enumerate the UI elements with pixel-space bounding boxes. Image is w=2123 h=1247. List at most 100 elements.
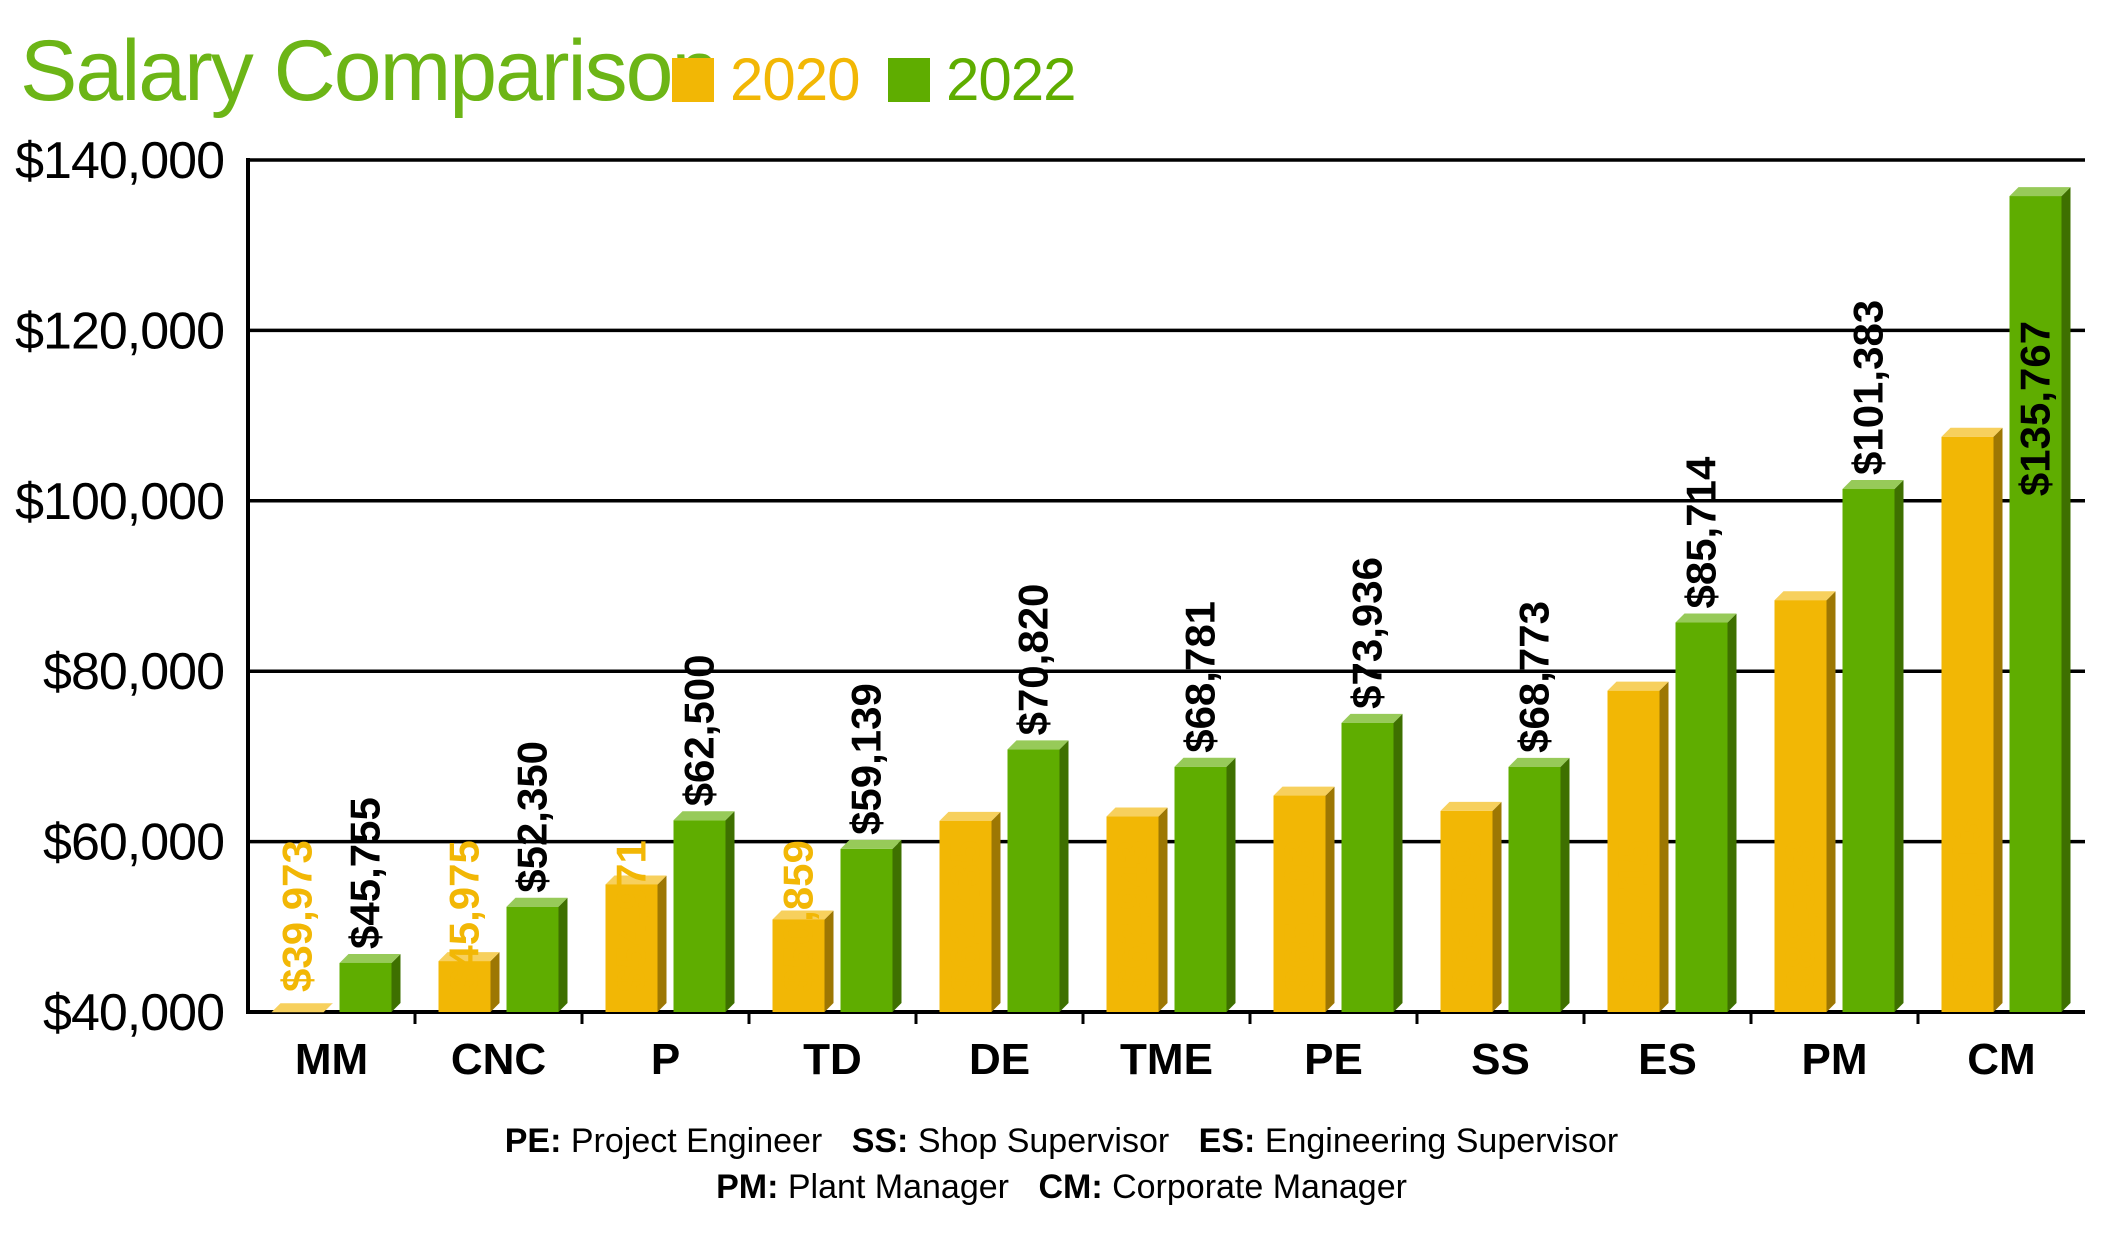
data-label-2022: $45,755 — [342, 797, 389, 949]
bar-side-2020 — [1659, 681, 1669, 1012]
bar-2020 — [605, 884, 658, 1012]
x-tick-label: TD — [803, 1035, 862, 1084]
bar-2022 — [1174, 766, 1227, 1012]
footnote-item: SS: Shop Supervisor — [852, 1122, 1170, 1160]
data-label-2022: $85,714 — [1678, 456, 1725, 608]
legend-label-2020: 2020 — [730, 46, 859, 113]
x-tick-label: CM — [1967, 1035, 2035, 1084]
bar-top-2022 — [1842, 480, 1904, 490]
data-label-2020: $50,859 — [775, 840, 822, 992]
bar-top-2022 — [1341, 713, 1403, 723]
bar-side-2022 — [1894, 480, 1904, 1012]
bar-top-2020 — [939, 811, 1001, 821]
bar-top-2020 — [772, 910, 834, 920]
bar-2020 — [1941, 436, 1994, 1012]
bar-side-2020 — [991, 811, 1001, 1012]
legend-label-2022: 2022 — [946, 46, 1075, 113]
bar-top-2022 — [1508, 757, 1570, 767]
data-label-2022: $73,936 — [1344, 557, 1391, 709]
bar-side-2020 — [1492, 801, 1502, 1012]
data-label-2022: $59,139 — [843, 683, 890, 835]
x-tick-label: PE — [1304, 1035, 1363, 1084]
bar-2022 — [506, 906, 559, 1012]
footnote-abbr: PE: — [504, 1122, 562, 1160]
x-tick-label: ES — [1638, 1035, 1697, 1084]
bar-side-2020 — [490, 952, 500, 1012]
bar-2020 — [1273, 795, 1326, 1012]
data-label-2020: $62,435 — [942, 840, 989, 992]
data-label-2022: $135,767 — [2012, 321, 2059, 496]
bar-top-2022 — [506, 897, 568, 907]
bar-top-2020 — [438, 952, 500, 962]
footnote-abbr: CM: — [1038, 1168, 1103, 1206]
bar-2020 — [939, 820, 992, 1012]
footnote-item: CM: Corporate Manager — [1038, 1168, 1406, 1206]
data-label-2022: $101,383 — [1845, 300, 1892, 475]
bar-top-2022 — [673, 811, 735, 821]
bar-side-2022 — [1560, 757, 1570, 1012]
bar-2020 — [1440, 810, 1493, 1012]
bar-side-2022 — [391, 953, 401, 1012]
footnote-item: ES: Engineering Supervisor — [1199, 1122, 1619, 1160]
bar-side-2022 — [558, 897, 568, 1012]
y-tick-label: $60,000 — [43, 814, 224, 872]
data-label-2020: $88,333 — [1777, 840, 1824, 992]
x-tick-label: TME — [1120, 1035, 1213, 1084]
footnote-item: PM: Plant Manager — [716, 1168, 1009, 1206]
footnote-full: Plant Manager — [787, 1168, 1009, 1206]
footnote-abbr: SS: — [851, 1122, 909, 1160]
y-tick-label: $140,000 — [15, 132, 224, 190]
data-label-2020: $77,715 — [1610, 840, 1657, 992]
bar-top-2020 — [605, 875, 667, 885]
bar-top-2020 — [1273, 786, 1335, 796]
bar-2022 — [673, 820, 726, 1012]
footnote-line-1: PE: Project Engineer SS: Shop Supervisor… — [0, 1122, 2123, 1161]
bar-top-2020 — [1440, 801, 1502, 811]
chart-title: Salary Comparison — [20, 23, 717, 119]
bar-top-2020 — [1941, 427, 2003, 437]
x-tick-label: MM — [295, 1035, 368, 1084]
footnote-abbr: ES: — [1198, 1122, 1256, 1160]
bar-top-2022 — [1174, 757, 1236, 767]
data-label-2020: $62,943 — [1109, 840, 1156, 992]
footnote-item: PE: Project Engineer — [505, 1122, 823, 1160]
bar-side-2020 — [1325, 786, 1335, 1012]
footnote-full: Corporate Manager — [1112, 1168, 1407, 1206]
bar-2022 — [1341, 722, 1394, 1012]
data-label-2022: $62,500 — [676, 654, 723, 806]
bar-2020 — [1106, 816, 1159, 1012]
bar-2022 — [840, 848, 893, 1012]
bar-top-2020 — [1106, 807, 1168, 817]
x-tick-label: P — [651, 1035, 680, 1084]
bar-top-2020 — [271, 1003, 333, 1013]
bar-2022 — [1508, 766, 1561, 1012]
bar-top-2020 — [1607, 681, 1669, 691]
bar-2020 — [438, 961, 491, 1012]
footnote-abbr: PM: — [716, 1168, 779, 1206]
y-tick-label: $100,000 — [15, 473, 224, 531]
data-label-2020: $54,971 — [608, 840, 655, 992]
bar-side-2022 — [1226, 757, 1236, 1012]
data-label-2020: $107,513 — [1944, 817, 1991, 992]
bar-2022 — [1007, 749, 1060, 1012]
data-label-2020: $45,975 — [441, 840, 488, 992]
bar-2020 — [1607, 690, 1660, 1012]
data-label-2020: $63,599 — [1443, 840, 1490, 992]
legend-swatch-2020 — [672, 58, 714, 102]
bar-side-2022 — [725, 811, 735, 1012]
x-tick-label: DE — [969, 1035, 1030, 1084]
bar-2020 — [772, 919, 825, 1012]
bar-side-2022 — [892, 839, 902, 1012]
footnote-line-2: PM: Plant Manager CM: Corporate Manager — [0, 1168, 2123, 1207]
bar-2022 — [2009, 196, 2062, 1012]
data-label-2022: $68,781 — [1177, 601, 1224, 753]
y-tick-label: $80,000 — [43, 643, 224, 701]
y-tick-label: $120,000 — [15, 302, 224, 360]
data-label-2020: $65,403 — [1276, 840, 1323, 992]
x-tick-label: SS — [1471, 1035, 1530, 1084]
bar-top-2022 — [1675, 613, 1737, 623]
x-tick-label: CNC — [451, 1035, 546, 1084]
bar-top-2022 — [1007, 740, 1069, 750]
bar-2020 — [1774, 600, 1827, 1012]
